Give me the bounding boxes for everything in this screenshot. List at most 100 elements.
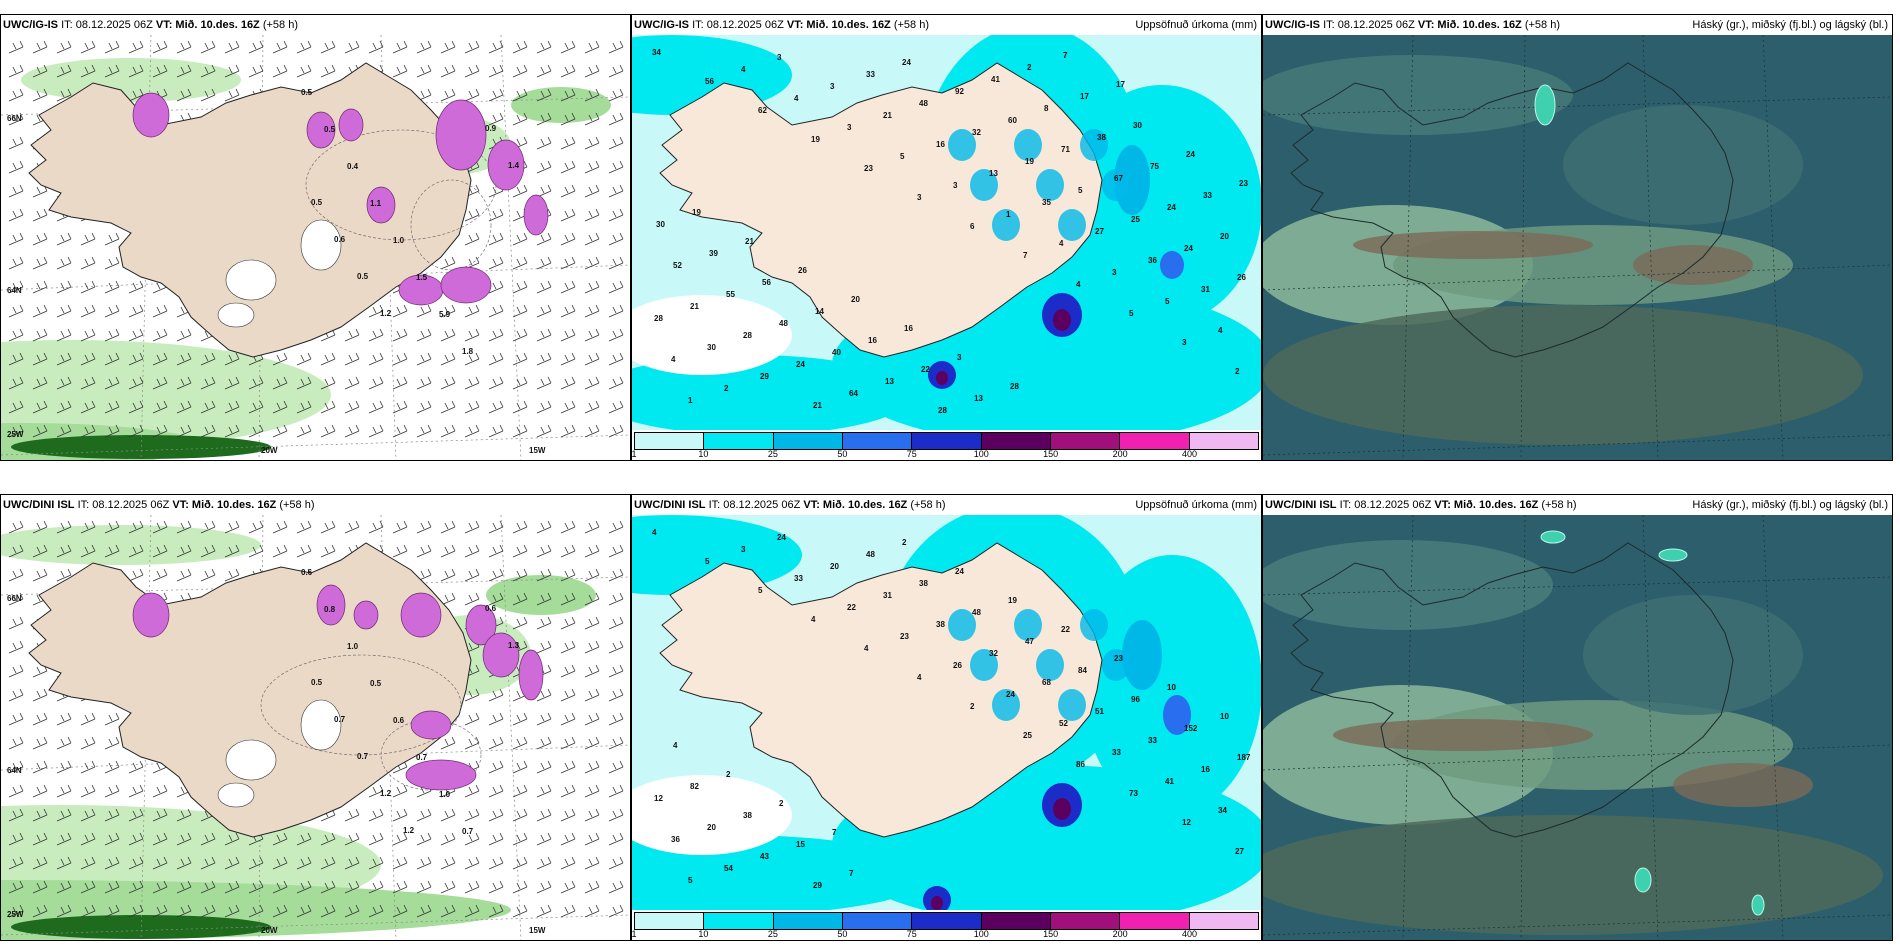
precip-cell: [992, 689, 1020, 721]
precip-label: 10: [1220, 712, 1229, 721]
wind-barb: [368, 352, 384, 366]
wind-barb: [8, 376, 24, 390]
wind-barb: [152, 304, 168, 318]
wind-barb: [344, 808, 360, 822]
wind-barb: [440, 328, 456, 342]
wind-barb: [584, 520, 600, 534]
precip-label: 2: [779, 799, 784, 808]
colorbar-tick: 100: [973, 929, 989, 939]
wind-barb: [32, 880, 48, 894]
colorbar-tick: 150: [1043, 929, 1059, 939]
wind-barb: [584, 184, 600, 198]
model-name: UWC/DINI ISL: [634, 499, 706, 511]
wind-barb: [536, 808, 552, 822]
wind-barb: [32, 40, 48, 54]
wind-barb: [488, 520, 504, 534]
wind-barb: [56, 328, 72, 342]
precip-band: [632, 515, 802, 595]
wind-barb: [104, 328, 120, 342]
colorbar-bin: [704, 913, 774, 929]
precip-label: 1: [688, 396, 693, 405]
wind-barb: [128, 352, 144, 366]
wind-barb: [464, 376, 480, 390]
precip-label: 10: [1167, 683, 1176, 692]
init-time: IT: 08.12.2025 06Z: [61, 19, 153, 31]
wind-barb: [584, 280, 600, 294]
grid-label: 25W: [7, 910, 24, 919]
high-cloud: [1751, 894, 1765, 916]
high-cloud: [1534, 84, 1556, 126]
wind-barb: [80, 544, 96, 558]
precip-label: 51: [1095, 707, 1104, 716]
wind-barb: [296, 400, 312, 414]
wind-barb: [488, 688, 504, 702]
model-name: UWC/IG-IS: [1265, 19, 1320, 31]
glacier: [217, 302, 255, 328]
wind-barb: [224, 40, 240, 54]
panel-title: Uppsöfnuð úrkoma (mm): [1135, 499, 1257, 511]
wind-barb: [128, 568, 144, 582]
wind-barb: [392, 304, 408, 318]
precip-label: 71: [1061, 145, 1070, 154]
wind-barb: [416, 544, 432, 558]
precip-label: 3: [917, 193, 922, 202]
wind-barb: [80, 904, 96, 918]
wind-barb: [248, 40, 264, 54]
iceland-land: [28, 62, 472, 358]
wind-barb: [584, 640, 600, 654]
wind-barb: [56, 832, 72, 846]
snow-depth-label: 1.2: [380, 309, 392, 318]
precip-label: 5: [1078, 186, 1083, 195]
wind-barb: [320, 400, 336, 414]
wind-barb: [320, 544, 336, 558]
wind-barb: [128, 544, 144, 558]
wind-barb: [584, 856, 600, 870]
snow-area: [518, 649, 544, 701]
wind-barb: [608, 64, 624, 78]
wind-barb: [8, 616, 24, 630]
precip-label: 75: [1150, 162, 1159, 171]
precip-label: 48: [866, 550, 875, 559]
wind-barb: [320, 856, 336, 870]
colorbar-bin: [635, 433, 705, 449]
wind-barb: [512, 592, 528, 606]
wind-barb: [368, 520, 384, 534]
wind-barb: [440, 856, 456, 870]
wind-barb: [80, 784, 96, 798]
wind-barb: [608, 40, 624, 54]
precip-label: 35: [1042, 198, 1051, 207]
snow-depth-label: 0.5: [324, 125, 336, 134]
wind-barb: [440, 736, 456, 750]
wind-barb: [584, 328, 600, 342]
wind-barb: [608, 328, 624, 342]
precip-label: 5: [1165, 297, 1170, 306]
precip-area: [1, 340, 331, 450]
wind-barb: [200, 352, 216, 366]
wind-barb: [536, 568, 552, 582]
wind-barb: [8, 520, 24, 534]
wind-barb: [536, 136, 552, 150]
panel-header: UWC/IG-IS IT: 08.12.2025 06Z VT: Mið. 10…: [1263, 15, 1892, 35]
wind-barb: [416, 40, 432, 54]
wind-barb: [128, 856, 144, 870]
wind-barb: [8, 832, 24, 846]
wind-barb: [152, 544, 168, 558]
snow-area: [523, 194, 549, 236]
precip-label: 4: [1059, 239, 1064, 248]
wind-barb: [200, 544, 216, 558]
high-cloud: [1540, 530, 1566, 544]
wind-barb: [56, 280, 72, 294]
wind-barb: [584, 376, 600, 390]
wind-barb: [584, 64, 600, 78]
wind-barb: [56, 40, 72, 54]
wind-barb: [200, 856, 216, 870]
wind-barb: [512, 856, 528, 870]
graticule-line: [1402, 35, 1414, 460]
wind-barb: [392, 376, 408, 390]
precip-label: 20: [1220, 232, 1229, 241]
precip-label: 60: [1008, 116, 1017, 125]
cloud-layer: [1563, 105, 1803, 225]
wind-barb: [320, 520, 336, 534]
wind-barb: [32, 256, 48, 270]
precip-label: 12: [654, 794, 663, 803]
